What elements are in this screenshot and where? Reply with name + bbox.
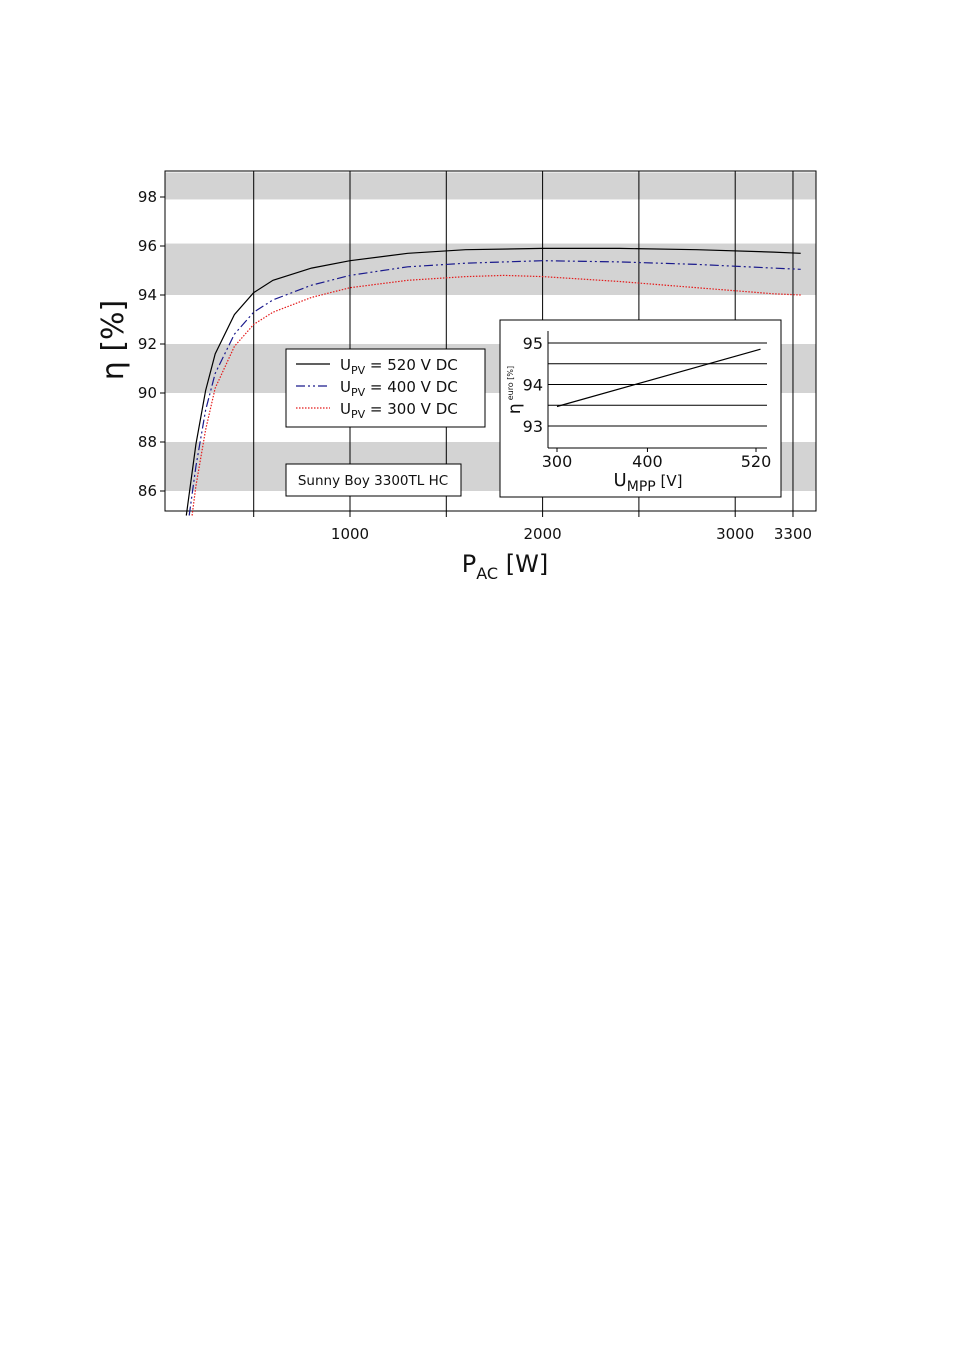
gray-band (165, 172, 816, 200)
y-ticks: 86 88 90 92 94 96 98 (138, 188, 165, 500)
x-axis-title: PAC [W] (462, 550, 548, 583)
inset-y-title-main: η (505, 403, 525, 414)
legend-label-post: = 300 V DC (365, 400, 458, 418)
legend-label: UPV = 520 V DC (340, 356, 458, 377)
legend-label-sub: PV (351, 386, 366, 399)
legend-label-post: = 400 V DC (365, 378, 458, 396)
legend-label-sub: PV (351, 364, 366, 377)
y-tick-label: 88 (138, 433, 157, 451)
legend-box (285, 348, 486, 428)
y-tick-label: 90 (138, 384, 157, 402)
inset-y-axis-title: η euro [%] (505, 366, 525, 414)
inset-frame (499, 319, 782, 498)
y-tick-label: 98 (138, 188, 157, 206)
inset-y-title-sub: euro [%] (506, 366, 515, 400)
legend-label: UPV = 400 V DC (340, 378, 458, 399)
legend-label-post: = 520 V DC (365, 356, 458, 374)
y-axis-title: η [%] (96, 300, 131, 380)
inset-x-tick-label: 520 (741, 452, 772, 471)
legend-label: UPV = 300 V DC (340, 400, 458, 421)
y-tick-label: 86 (138, 482, 157, 500)
inset-x-title-sub: MPP (627, 479, 656, 495)
legend-label-sub: PV (351, 408, 366, 421)
series-line (185, 247, 801, 516)
inset-x-tick-label: 400 (632, 452, 663, 471)
inset-y-tick-label: 93 (523, 417, 543, 436)
y-tick-label: 96 (138, 237, 157, 255)
inset-y-tick-label: 95 (523, 334, 543, 353)
inset-series-line (556, 348, 761, 408)
legend-label-pre: U (340, 378, 351, 396)
series-line (191, 274, 801, 516)
y-tick-label: 92 (138, 335, 157, 353)
inset-chart: 93 94 95 300 400 520 η euro [%] UMPP [V] (499, 319, 782, 498)
model-label: Sunny Boy 3300TL HC (285, 463, 462, 497)
model-label-box (285, 463, 462, 497)
inset-x-tick-label: 300 (542, 452, 573, 471)
legend-label-pre: U (340, 356, 351, 374)
x-axis-title-main: P (462, 550, 476, 578)
gray-band (165, 243, 816, 295)
x-ticks: 1000 2000 3000 3300 (331, 525, 812, 543)
inset-y-tick-label: 94 (523, 376, 543, 395)
inset-x-title-main: U (614, 470, 627, 491)
x-tick-label: 3300 (774, 525, 812, 543)
series-lines (185, 247, 801, 516)
x-tick-label: 1000 (331, 525, 369, 543)
model-label-text: Sunny Boy 3300TL HC (298, 473, 448, 489)
x-tick-label: 3000 (716, 525, 754, 543)
y-tick-label: 94 (138, 286, 157, 304)
x-tick-label: 2000 (524, 525, 562, 543)
inset-x-axis-title: UMPP [V] (614, 470, 683, 495)
x-axis-title-sub: AC (476, 564, 498, 583)
x-axis-title-unit: [W] (498, 550, 548, 578)
plot-frame (164, 170, 817, 512)
legend-label-pre: U (340, 400, 351, 418)
inset-x-title-unit: [V] (656, 472, 683, 490)
